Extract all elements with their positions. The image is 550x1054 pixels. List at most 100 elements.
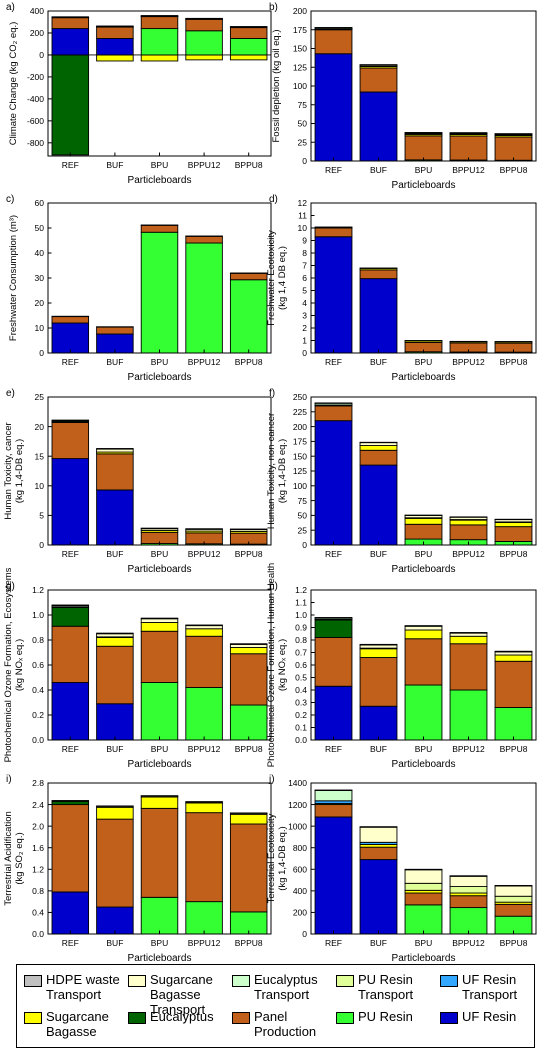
- panel-i-bar-uf-buf: [96, 906, 134, 935]
- panel-f-y-axis-title: Human Toxicity, non-cancer(kg 1,4-DB eq.…: [266, 413, 288, 529]
- panel-g-xtick-label: REF: [62, 744, 79, 754]
- legend-label: HDPE waste Transport: [46, 972, 120, 1002]
- panel-i-ytick-label: 2.4: [32, 800, 44, 810]
- panel-f-ytick-label: 175: [293, 437, 307, 447]
- panel-g-y-axis-title: Photochemical Ozone Formation, Ecosystem…: [3, 567, 25, 762]
- panel-e-bar-hdpe_transport-buf: [96, 448, 134, 450]
- panel-g-bar-bagasse-bppu12: [185, 628, 223, 637]
- legend-label: UF Resin: [462, 1009, 517, 1024]
- panel-h-bar-pu-bpu: [404, 684, 443, 741]
- legend-swatch: [24, 1012, 42, 1024]
- panel-i-ytick-label: 2.8: [32, 778, 44, 788]
- panel-h-xtick-label: BUF: [370, 744, 387, 754]
- panel-i-bar-bagasse-bppu8: [229, 813, 268, 825]
- panel-c-ytick-label: 50: [35, 223, 45, 233]
- panel-i-y-axis-title: Terrestrial Acidification(kg SO₂ eq.): [3, 811, 25, 906]
- panel-a-bar-panel-bppu8: [229, 27, 268, 39]
- legend-label: PU Resin Transport: [358, 972, 414, 1002]
- panel-c-label: c): [6, 194, 14, 205]
- panel-i-ytick-label: 2.0: [32, 821, 44, 831]
- panel-c: 0 10 20 30 40 50 60 REF BUF BPU BPPU12 BPPU8 Particl…: [6, 194, 272, 383]
- panel-g-bar-pu-bpu: [140, 682, 179, 741]
- panel-j-bar-pu_transport-bpu: [404, 882, 443, 891]
- panel-b-bar-panel-buf: [359, 67, 398, 93]
- panel-g-xtick-label: BPPU8: [235, 744, 263, 754]
- panel-g: 0.0 0.2 0.4 0.6 0.8 1.0 1.2 REF BUF BPU BPPU12 BPPU…: [3, 567, 272, 770]
- panel-b-bar-panel-bppu12: [449, 135, 488, 161]
- panel-a-bar-bagasse-bppu12: [185, 54, 223, 61]
- panel-f-bar-panel-bppu12: [449, 524, 488, 541]
- panel-g-bar-bagasse_transport-bpu: [140, 618, 179, 623]
- panel-h-bar-hdpe_transport-ref: [314, 617, 353, 619]
- panel-h-ytick-label: 0.0: [295, 735, 307, 745]
- panel-a-ytick-label: -600: [27, 116, 44, 126]
- panel-g-bar-uf-buf: [96, 703, 134, 741]
- panel-e-ytick-label: 5: [39, 511, 44, 521]
- panel-f-x-axis-title: Particleboards: [392, 564, 456, 575]
- panel-d-ytick-label: 0: [302, 348, 307, 358]
- panel-a-ytick-label: -800: [27, 138, 44, 148]
- panel-b-ytick-label: 175: [293, 25, 307, 35]
- panel-j-ytick-label: 0: [302, 929, 307, 939]
- panel-c-bar-panel-ref: [51, 316, 90, 324]
- panel-h-bar-hdpe_transport-bppu8: [494, 650, 533, 653]
- legend-swatch: [128, 1012, 146, 1024]
- panel-b-label: b): [269, 2, 278, 13]
- panel-a-bar-eucalyptus-ref: [51, 54, 90, 156]
- panel-i-ytick-label: 0.8: [32, 886, 44, 896]
- panel-f-xtick-label: BUF: [370, 549, 387, 559]
- panel-c-bar-panel-bppu8: [229, 272, 268, 281]
- panel-j-x-axis-title: Particleboards: [392, 953, 456, 964]
- panel-j-bar-bagasse_transport-bppu8: [494, 885, 533, 897]
- panel-j-y-axis-title: Terrestrial Ecotoxicity(kg 1,4-DB eq.): [266, 813, 288, 903]
- panel-c-ytick-label: 0: [39, 348, 44, 358]
- panel-j-bar-panel-bppu12: [449, 895, 488, 909]
- panel-h-bar-panel-bppu12: [449, 643, 488, 691]
- panel-c-bar-uf-ref: [51, 322, 90, 354]
- panel-e-bar-hdpe_transport-bppu8: [229, 528, 268, 531]
- panel-j-bar-panel-buf: [359, 846, 398, 861]
- panel-b-xtick-label: BPPU12: [452, 165, 485, 175]
- panel-c-ytick-label: 60: [35, 198, 45, 208]
- panel-j-xtick-label: REF: [325, 938, 342, 948]
- panel-b-ytick-label: 50: [298, 119, 308, 129]
- panel-a-ytick-label: 400: [30, 6, 44, 16]
- panel-h-xtick-label: BPPU8: [500, 744, 528, 754]
- panel-e-x-axis-title: Particleboards: [128, 564, 192, 575]
- panel-j-bar-pu_transport-bppu12: [449, 886, 488, 894]
- legend-swatch: [24, 975, 42, 987]
- panel-h-ytick-label: 0.6: [295, 660, 307, 670]
- panel-d-y-axis-title-line: Freshwater Ecotoxicity: [266, 230, 277, 326]
- legend-item-eucalyptus: Eucalyptus: [128, 1009, 232, 1049]
- panel-a-bar-uf-ref: [51, 28, 90, 56]
- panel-h: 0.0 0.1 0.2 0.3 0.4 0.5 0.6 0.7 0.8 0.9 1.0 1.1 1.2 R…: [266, 563, 537, 770]
- legend-swatch: [336, 975, 354, 987]
- panel-c-bar-pu-bpu: [140, 231, 179, 354]
- panel-b-xtick-label: BPPU8: [500, 165, 528, 175]
- panel-d-ytick-label: 9: [302, 236, 307, 246]
- panel-d-bar-panel-buf: [359, 269, 398, 280]
- panel-i-ytick-label: 1.6: [32, 843, 44, 853]
- panel-h-bar-bagasse-bppu8: [494, 654, 533, 662]
- panel-b-ytick-label: 75: [298, 100, 308, 110]
- panel-g-label: g): [6, 581, 15, 592]
- panel-b-bar-panel-bppu8: [494, 136, 533, 161]
- panel-h-ytick-label: 1.0: [295, 610, 307, 620]
- panel-d-y-axis-title: Freshwater Ecotoxicity(kg 1,4 DB eq.): [266, 230, 288, 326]
- panel-j-bar-hdpe_transport-bppu12: [449, 875, 488, 877]
- panel-j-bar-bagasse_transport-bppu12: [449, 875, 488, 887]
- panel-c-ytick-label: 20: [35, 298, 45, 308]
- panel-h-bar-uf-buf: [359, 705, 398, 741]
- panel-j-bar-panel-bppu8: [494, 903, 533, 917]
- panel-g-bar-bagasse_transport-bppu12: [185, 625, 223, 630]
- panel-b: 0 25 50 75 100 125 150 175 200 REF BUF BPU BPPU12 BPP…: [269, 2, 537, 191]
- panel-g-ytick-label: 0.8: [32, 635, 44, 645]
- panel-d-xtick-label: REF: [325, 357, 342, 367]
- panel-h-ytick-label: 1.1: [295, 598, 307, 608]
- panel-g-bar-panel-buf: [96, 645, 134, 705]
- panel-j-bar-uf-buf: [359, 859, 398, 935]
- panel-h-bar-panel-bpu: [404, 638, 443, 686]
- legend-swatch: [128, 975, 146, 987]
- panel-f-bar-bagasse-bpu: [404, 517, 443, 525]
- panel-h-ytick-label: 0.9: [295, 623, 307, 633]
